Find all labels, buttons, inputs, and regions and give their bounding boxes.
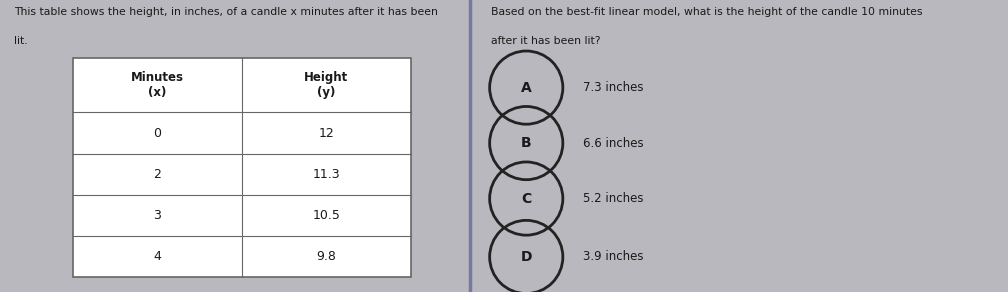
Text: after it has been lit?: after it has been lit? [491,36,601,46]
Text: Minutes
(x): Minutes (x) [131,72,183,99]
Text: 9.8: 9.8 [317,250,337,263]
Text: 5.2 inches: 5.2 inches [583,192,643,205]
Text: 12: 12 [319,126,335,140]
Text: 0: 0 [153,126,161,140]
Text: 10.5: 10.5 [312,209,341,222]
Text: Height
(y): Height (y) [304,72,349,99]
Text: 3: 3 [153,209,161,222]
Text: lit.: lit. [14,36,27,46]
Text: 11.3: 11.3 [312,168,341,181]
Text: 6.6 inches: 6.6 inches [583,137,643,150]
Text: 2: 2 [153,168,161,181]
Text: This table shows the height, in inches, of a candle x minutes after it has been: This table shows the height, in inches, … [14,7,437,17]
Text: 7.3 inches: 7.3 inches [583,81,643,94]
Text: Based on the best-fit linear model, what is the height of the candle 10 minutes: Based on the best-fit linear model, what… [491,7,922,17]
Bar [73,58,411,277]
Text: 4: 4 [153,250,161,263]
Text: B: B [521,136,531,150]
Text: A: A [521,81,531,95]
Text: D: D [520,250,532,264]
Text: 3.9 inches: 3.9 inches [583,251,643,263]
Text: C: C [521,192,531,206]
